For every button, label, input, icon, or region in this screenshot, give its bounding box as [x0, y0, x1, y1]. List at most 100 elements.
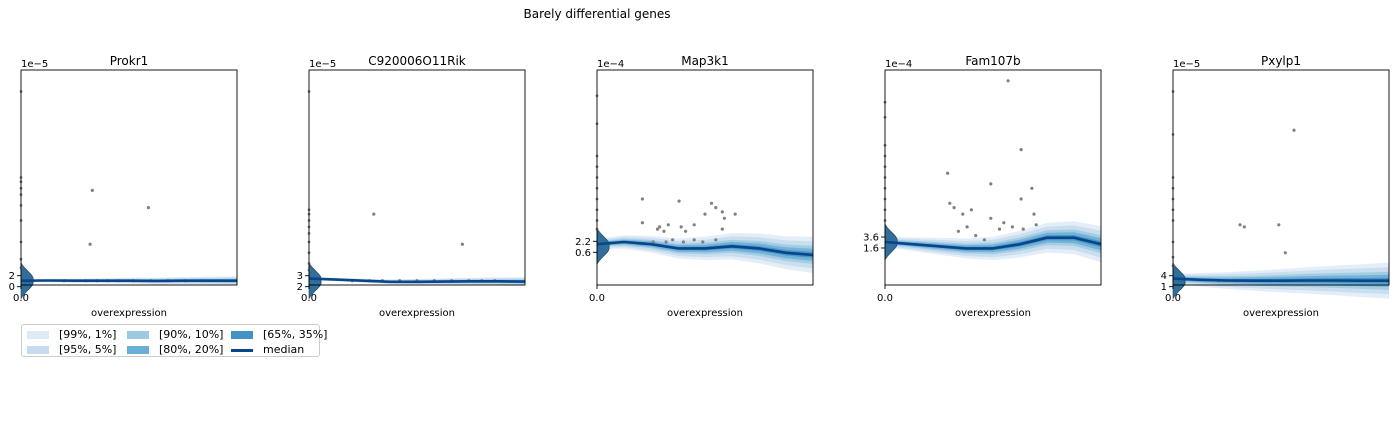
- data-point: [709, 201, 714, 205]
- x-tick-label: 0.0: [301, 293, 317, 304]
- data-point: [1002, 221, 1006, 225]
- data-point: [666, 223, 670, 227]
- legend-band-swatch: [127, 331, 149, 339]
- chart-panel-1: Prokr1 1e−5 0.0 20 overexpression: [9, 54, 238, 319]
- data-point: [1006, 79, 1010, 83]
- x-axis-label: overexpression: [379, 308, 455, 319]
- legend-band-swatch: [231, 331, 253, 339]
- data-point: [671, 238, 675, 242]
- chart-panel-5: Pxylp1 1e−5 0.0 41 overexpression: [1161, 54, 1390, 319]
- density-violin: [1172, 262, 1186, 299]
- data-point: [989, 182, 993, 186]
- data-point: [965, 225, 969, 229]
- chart-panel-2: C920006O11Rik 1e−5 0.0 32 overexpression: [297, 54, 526, 319]
- density-violin: [596, 228, 610, 265]
- axes-frame: [596, 69, 814, 286]
- data-point: [692, 223, 696, 227]
- data-point: [684, 229, 688, 233]
- x-tick-label: 0.0: [1165, 293, 1181, 304]
- legend-band-swatch: [127, 346, 149, 354]
- legend-label: [90%, 10%]: [159, 328, 224, 341]
- data-point: [662, 229, 666, 233]
- data-point: [658, 225, 662, 229]
- x-tick-label: 0.0: [589, 293, 605, 304]
- data-point: [714, 206, 718, 210]
- y-tick-label: 2: [297, 282, 303, 293]
- figure-title: Barely differential genes: [524, 7, 671, 21]
- data-point: [961, 212, 965, 216]
- data-point: [1238, 223, 1242, 227]
- data-point: [733, 212, 737, 216]
- data-point: [679, 225, 683, 229]
- legend-label: [99%, 1%]: [59, 328, 117, 341]
- data-point: [664, 240, 668, 244]
- data-point: [946, 171, 950, 175]
- data-point: [1277, 223, 1281, 227]
- y-offset-label: 1e−5: [21, 59, 48, 70]
- data-point: [677, 199, 681, 203]
- panels: Prokr11e−50.020overexpressionC920006O11R…: [9, 54, 1390, 319]
- data-point: [651, 240, 655, 244]
- data-point: [1292, 128, 1296, 132]
- data-point: [88, 242, 92, 246]
- chart-panel-3: Map3k1 1e−4 0.0 2.20.6 overexpression: [575, 54, 814, 319]
- legend-line-swatch: [231, 349, 253, 352]
- panel-title: C920006O11Rik: [368, 54, 466, 68]
- x-axis-label: overexpression: [1243, 308, 1319, 319]
- legend: [99%, 1%] [95%, 5%] [90%, 10%] [80%, 20%] [6…: [21, 324, 327, 357]
- data-point: [948, 201, 952, 205]
- data-point: [701, 240, 705, 244]
- median-line: [596, 240, 814, 257]
- data-point: [1019, 197, 1023, 201]
- axes-frame: [884, 69, 1102, 286]
- panel-title: Map3k1: [681, 54, 729, 68]
- y-tick-label: 1: [1161, 282, 1167, 293]
- panel-title: Fam107b: [965, 54, 1020, 68]
- legend-band-swatch: [27, 331, 49, 339]
- legend-label: [80%, 20%]: [159, 343, 224, 356]
- data-point: [1021, 227, 1025, 231]
- y-tick-label: 0: [9, 282, 15, 293]
- data-point: [372, 212, 376, 216]
- data-point: [974, 234, 978, 238]
- data-point: [969, 208, 974, 212]
- chart-panel-4: Fam107b 1e−4 0.0 3.61.6 overexpression: [863, 54, 1102, 319]
- axes-frame: [1172, 69, 1390, 286]
- legend-label: median: [263, 343, 305, 356]
- density-violin: [308, 262, 322, 299]
- data-point: [714, 238, 718, 242]
- data-point: [720, 227, 724, 231]
- data-point: [1030, 186, 1034, 190]
- x-axis-label: overexpression: [955, 308, 1031, 319]
- data-point: [1242, 225, 1246, 229]
- data-point: [1010, 225, 1015, 229]
- data-point: [952, 206, 956, 210]
- data-point: [1019, 148, 1023, 152]
- y-tick-label: 3: [297, 271, 303, 282]
- data-point: [989, 216, 993, 220]
- axes-frame: [308, 69, 526, 286]
- y-tick-label: 2: [9, 271, 15, 282]
- data-point: [1034, 223, 1038, 227]
- panel-title: Pxylp1: [1261, 54, 1301, 68]
- y-tick-label: 1.6: [863, 244, 879, 255]
- data-point: [655, 227, 660, 231]
- y-tick-label: 2.2: [575, 237, 591, 248]
- legend-label: [95%, 5%]: [59, 343, 117, 356]
- y-offset-label: 1e−4: [597, 59, 624, 70]
- median-line: [884, 236, 1102, 250]
- y-offset-label: 1e−5: [309, 59, 336, 70]
- x-tick-label: 0.0: [13, 293, 29, 304]
- y-offset-label: 1e−4: [885, 59, 912, 70]
- data-point: [640, 197, 645, 201]
- y-offset-label: 1e−5: [1173, 59, 1200, 70]
- data-point: [1283, 251, 1287, 255]
- legend-label: [65%, 35%]: [263, 328, 328, 341]
- data-point: [146, 206, 150, 210]
- panel-title: Prokr1: [110, 54, 149, 68]
- y-tick-label: 0.6: [575, 248, 591, 259]
- data-point: [722, 216, 727, 220]
- data-point: [956, 229, 961, 233]
- data-point: [640, 221, 645, 225]
- y-tick-label: 4: [1161, 271, 1167, 282]
